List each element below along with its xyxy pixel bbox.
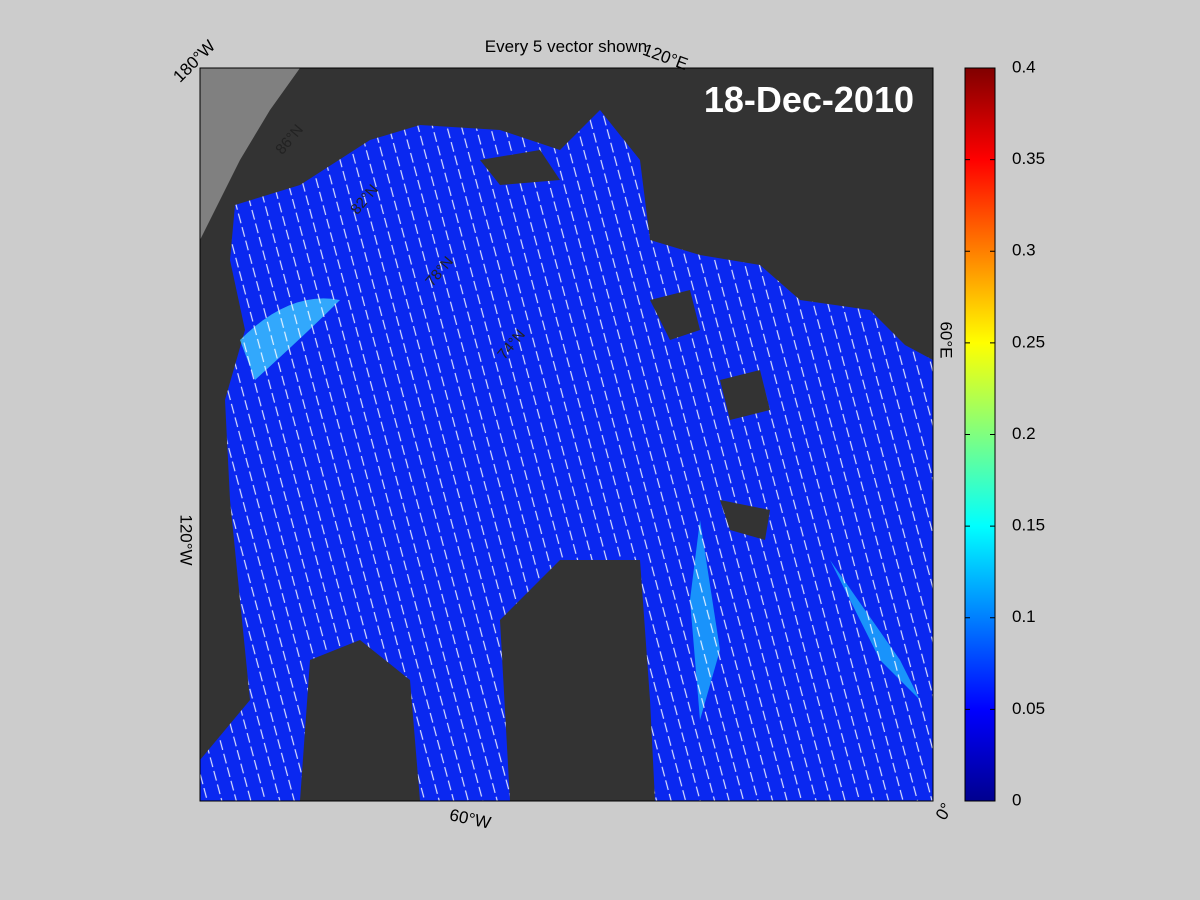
longitude-label: 60°E — [937, 321, 956, 358]
date-label: 18-Dec-2010 — [704, 79, 914, 120]
colorbar-tick-label: 0.05 — [1012, 699, 1045, 718]
colorbar-tick-label: 0.35 — [1012, 149, 1045, 168]
colorbar-tick-label: 0.25 — [1012, 332, 1045, 351]
colorbar-tick-label: 0.1 — [1012, 607, 1036, 626]
map — [200, 68, 933, 801]
map-frame — [199, 67, 934, 802]
colorbar-tick-label: 0.3 — [1012, 241, 1036, 260]
longitude-label: 120°W — [177, 514, 196, 565]
colorbar-tick-label: 0.4 — [1012, 57, 1036, 76]
colorbar-tick-label: 0.2 — [1012, 424, 1036, 443]
colorbar-tick-label: 0.15 — [1012, 516, 1045, 535]
map-title: Every 5 vector shown — [485, 37, 648, 56]
colorbar-tick-label: 0 — [1012, 790, 1021, 809]
land-outside — [200, 68, 300, 240]
drift-vectors — [200, 110, 933, 801]
